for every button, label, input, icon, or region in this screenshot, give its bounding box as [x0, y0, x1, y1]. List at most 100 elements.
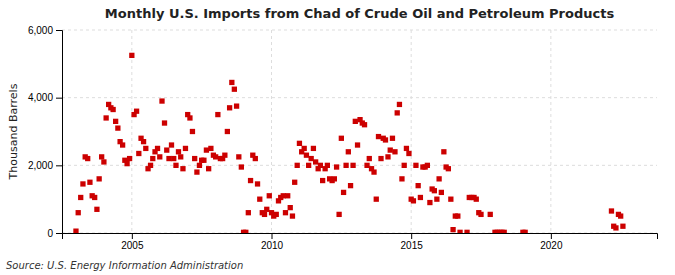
- point: [378, 156, 383, 161]
- point: [187, 115, 192, 120]
- point: [264, 207, 269, 212]
- point: [425, 163, 430, 168]
- point: [183, 146, 188, 151]
- point: [427, 200, 432, 205]
- point: [78, 195, 83, 200]
- y-tick-label: 0: [47, 228, 53, 239]
- point: [620, 224, 625, 229]
- point: [325, 163, 330, 168]
- x-axis-line: [63, 234, 658, 240]
- x-tick-mark: [411, 233, 412, 239]
- point: [355, 142, 360, 147]
- point: [397, 102, 402, 107]
- point: [164, 147, 169, 152]
- point: [371, 169, 376, 174]
- point: [464, 230, 469, 233]
- y-axis-title: Thousand Barrels: [7, 83, 20, 180]
- point: [155, 146, 160, 151]
- point: [171, 156, 176, 161]
- point: [295, 163, 300, 168]
- point: [392, 149, 397, 154]
- point: [388, 147, 393, 152]
- point: [115, 125, 120, 130]
- source: Source: U.S. Energy Information Administ…: [6, 260, 243, 271]
- point: [390, 136, 395, 141]
- point: [304, 153, 309, 158]
- point: [336, 212, 341, 217]
- point: [311, 146, 316, 151]
- y-tick-label: 2,000: [28, 160, 53, 171]
- point: [127, 156, 132, 161]
- point: [404, 146, 409, 151]
- point: [192, 156, 197, 161]
- point: [339, 136, 344, 141]
- title: Monthly U.S. Imports from Chad of Crude …: [105, 6, 615, 21]
- x-tick-label: 2020: [540, 240, 563, 251]
- point: [292, 180, 297, 185]
- x-axis: 2005201020152020: [63, 233, 658, 251]
- point: [411, 198, 416, 203]
- point: [439, 190, 444, 195]
- point: [285, 193, 290, 198]
- x-tick-mark: [551, 233, 552, 239]
- point: [450, 227, 455, 232]
- point: [413, 163, 418, 168]
- grid-line-y: [62, 30, 657, 31]
- point: [99, 154, 104, 159]
- point: [73, 228, 78, 233]
- grid-line-x: [271, 30, 272, 233]
- point: [150, 156, 155, 161]
- point: [166, 156, 171, 161]
- point: [103, 115, 108, 120]
- point: [201, 158, 206, 163]
- point: [141, 139, 146, 144]
- point: [113, 119, 118, 124]
- point: [213, 154, 218, 159]
- point: [236, 154, 241, 159]
- point: [313, 159, 318, 164]
- point: [225, 129, 230, 134]
- point: [406, 151, 411, 156]
- point: [239, 164, 244, 169]
- point: [229, 80, 234, 85]
- x-tick: 2015: [401, 233, 424, 251]
- plot-area: 200520102015202002,0004,0006,000: [28, 25, 658, 251]
- y-tick-label: 4,000: [28, 92, 53, 103]
- point: [248, 178, 253, 183]
- point: [332, 176, 337, 181]
- y-tick-mark: [56, 165, 62, 166]
- point: [418, 195, 423, 200]
- point: [92, 195, 97, 200]
- point: [353, 119, 358, 124]
- point: [76, 210, 81, 215]
- point: [176, 149, 181, 154]
- point: [362, 122, 367, 127]
- point: [402, 163, 407, 168]
- point: [197, 163, 202, 168]
- y-tick-mark: [56, 98, 62, 99]
- point: [267, 193, 272, 198]
- point: [124, 161, 129, 166]
- points: [73, 53, 625, 233]
- point: [290, 213, 295, 218]
- point: [502, 230, 507, 233]
- point: [97, 176, 102, 181]
- point: [148, 163, 153, 168]
- point: [206, 166, 211, 171]
- point: [222, 153, 227, 158]
- point: [343, 163, 348, 168]
- y-tick: 4,000: [28, 92, 62, 103]
- point: [85, 156, 90, 161]
- point: [180, 166, 185, 171]
- point: [169, 142, 174, 147]
- point: [255, 181, 260, 186]
- y-tick: 2,000: [28, 160, 62, 171]
- point: [173, 163, 178, 168]
- point: [434, 197, 439, 202]
- chart: 200520102015202002,0004,0006,000Monthly …: [0, 0, 675, 275]
- point: [178, 154, 183, 159]
- point: [87, 180, 92, 185]
- y-axis-line: [56, 31, 63, 234]
- point: [208, 146, 213, 151]
- x-tick: 2010: [261, 233, 284, 251]
